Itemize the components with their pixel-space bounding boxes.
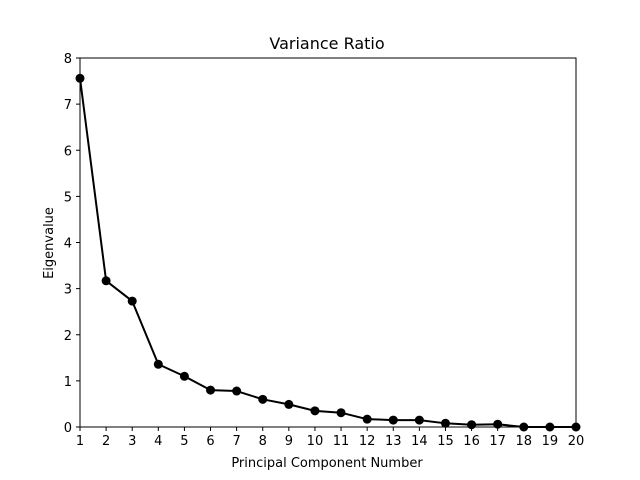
x-tick-label: 13 (385, 434, 402, 449)
x-tick-label: 2 (102, 434, 110, 449)
x-tick-label: 11 (333, 434, 350, 449)
data-point (440, 418, 450, 428)
data-point (75, 73, 85, 83)
x-tick-label: 14 (411, 434, 428, 449)
data-point (336, 408, 346, 418)
data-point (153, 359, 163, 369)
y-tick-label: 8 (64, 52, 72, 67)
data-point (571, 422, 581, 432)
y-tick-label: 6 (64, 144, 72, 159)
data-point (127, 296, 137, 306)
y-tick-label: 2 (64, 329, 72, 344)
x-axis-title: Principal Component Number (231, 456, 423, 471)
x-tick-label: 3 (128, 434, 136, 449)
data-point (284, 399, 294, 409)
x-tick-label: 5 (180, 434, 188, 449)
y-tick-label: 7 (64, 98, 72, 113)
series-line (79, 78, 576, 428)
x-tick-label: 1 (76, 434, 84, 449)
x-tick-label: 10 (307, 434, 324, 449)
y-axis-title: Eigenvalue (42, 207, 57, 279)
x-tick-label: 4 (154, 434, 162, 449)
data-point (414, 415, 424, 425)
y-tick-label: 5 (64, 190, 72, 205)
y-tick-label: 0 (64, 421, 72, 436)
data-point (467, 420, 477, 430)
data-point (101, 276, 111, 286)
x-tick-label: 19 (542, 434, 559, 449)
x-tick-label: 12 (359, 434, 376, 449)
data-point (545, 422, 555, 432)
data-point (232, 386, 242, 396)
plot-frame (79, 57, 577, 428)
data-point (206, 385, 216, 395)
data-point (258, 394, 268, 404)
x-tick-label: 7 (232, 434, 240, 449)
data-point (310, 406, 320, 416)
x-tick-label: 17 (489, 434, 506, 449)
x-tick-label: 8 (259, 434, 267, 449)
x-tick-label: 6 (206, 434, 214, 449)
y-tick-label: 1 (64, 375, 72, 390)
x-tick-label: 16 (463, 434, 480, 449)
y-tick-label: 4 (64, 237, 72, 252)
data-point (493, 419, 503, 429)
data-point (519, 422, 529, 432)
x-tick-label: 9 (285, 434, 293, 449)
data-point (179, 371, 189, 381)
chart-title: Variance Ratio (269, 34, 384, 53)
data-point (362, 414, 372, 424)
data-point (388, 415, 398, 425)
x-tick-label: 18 (516, 434, 533, 449)
y-tick-label: 3 (64, 283, 72, 298)
x-tick-label: 20 (568, 434, 585, 449)
x-tick-label: 15 (437, 434, 454, 449)
